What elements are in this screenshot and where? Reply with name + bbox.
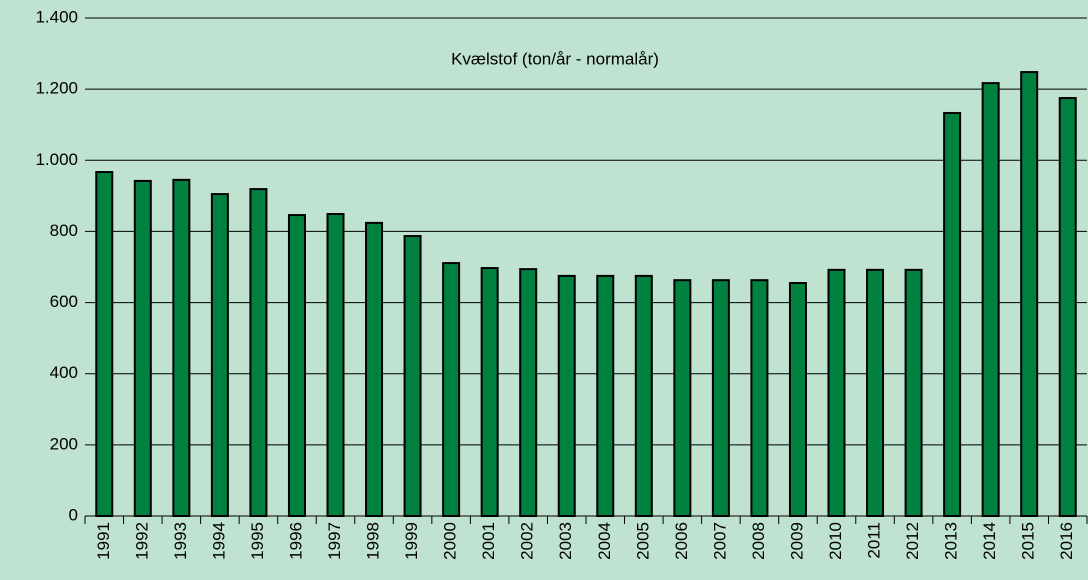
y-tick-label: 400 (50, 363, 78, 382)
bar (95, 171, 114, 517)
x-tick-label: 2010 (826, 522, 845, 560)
bar (634, 274, 653, 517)
bar (326, 212, 345, 517)
bar (866, 268, 885, 517)
x-tick-label: 1997 (325, 522, 344, 560)
y-tick-label: 1.200 (35, 79, 78, 98)
x-tick-label: 1999 (402, 522, 421, 560)
bar (1020, 71, 1039, 517)
x-tick-label: 2003 (556, 522, 575, 560)
bar (981, 82, 1000, 518)
bar (287, 214, 306, 518)
x-tick-label: 2012 (903, 522, 922, 560)
x-tick-label: 2014 (980, 522, 999, 560)
x-tick-label: 2011 (865, 522, 884, 559)
chart-title: Kvælstof (ton/år - normalår) (451, 49, 659, 68)
y-tick-label: 1.000 (35, 150, 78, 169)
x-tick-label: 1995 (248, 522, 267, 560)
x-tick-label: 2016 (1057, 522, 1076, 560)
x-tick-label: 1996 (286, 522, 305, 560)
x-tick-label: 2015 (1019, 522, 1038, 560)
x-tick-label: 2002 (518, 522, 537, 560)
y-tick-label: 0 (69, 505, 78, 524)
x-tick-label: 2008 (749, 522, 768, 560)
bar (943, 111, 962, 518)
bar (210, 193, 229, 517)
x-tick-label: 2009 (787, 522, 806, 560)
x-tick-label: 1991 (94, 522, 113, 560)
y-tick-label: 600 (50, 292, 78, 311)
bar (673, 279, 692, 518)
y-tick-label: 200 (50, 434, 78, 453)
x-tick-label: 2005 (633, 522, 652, 560)
x-tick-label: 2007 (710, 522, 729, 560)
x-tick-label: 1994 (209, 522, 228, 560)
bar (750, 279, 769, 518)
bar (442, 262, 461, 517)
x-tick-label: 2004 (595, 522, 614, 560)
x-tick-label: 2013 (942, 522, 961, 560)
bar (133, 179, 152, 517)
bar (904, 268, 923, 517)
y-tick-label: 1.400 (35, 7, 78, 26)
bar (1058, 97, 1077, 518)
bar (711, 279, 730, 518)
bar (519, 268, 538, 517)
x-tick-label: 2006 (672, 522, 691, 560)
x-tick-label: 2000 (441, 522, 460, 560)
bar (557, 274, 576, 517)
bar (788, 282, 807, 517)
x-tick-label: 1993 (171, 522, 190, 560)
bar (596, 274, 615, 517)
y-tick-label: 800 (50, 221, 78, 240)
bar (403, 235, 422, 517)
x-tick-label: 1998 (364, 522, 383, 560)
x-tick-label: 2001 (479, 522, 498, 560)
x-tick-label: 1992 (132, 522, 151, 560)
bar (365, 221, 384, 518)
bar (827, 268, 846, 517)
bar (172, 178, 191, 517)
bar (480, 267, 499, 517)
bar (249, 188, 268, 517)
